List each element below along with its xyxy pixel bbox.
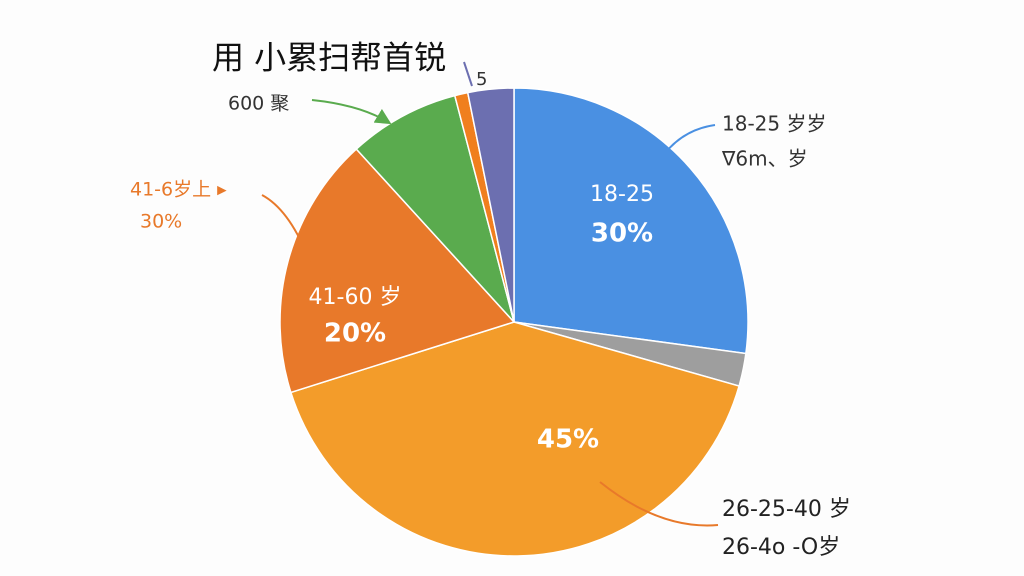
slice-label: 18-25 — [590, 182, 654, 207]
annotation-text: 18-25 岁岁 — [722, 112, 826, 136]
annotation-leader — [599, 481, 719, 527]
slice-value-label: 30% — [591, 219, 653, 249]
annotation-text: 26-4o -O岁 — [722, 535, 840, 560]
annotation-leader — [311, 99, 392, 125]
pie-slice — [355, 94, 515, 323]
annotation-text: 26-25-40 岁 — [722, 497, 851, 522]
annotation-text: 41-6岁上 ▸ — [130, 179, 227, 201]
annotation-text: 5 — [476, 69, 487, 90]
pie-slice — [289, 321, 740, 557]
slice-label: 41-60 岁 — [309, 285, 402, 310]
annotation-leader — [659, 124, 716, 161]
annotation-text: ∇6m、岁 — [721, 147, 808, 171]
slice-value-label: 20% — [324, 319, 386, 349]
pie-slice — [279, 148, 516, 394]
chart-title: 用 小累扫帮首锐 — [212, 39, 446, 77]
pie-slice — [466, 87, 515, 323]
annotation-text: 600 聚 — [228, 93, 289, 115]
slice-value-label: 45% — [537, 425, 599, 455]
annotation-text: 30% — [140, 211, 182, 233]
annotation-leader — [261, 194, 311, 263]
pie-slice — [513, 87, 749, 355]
annotation-leader — [463, 61, 473, 87]
